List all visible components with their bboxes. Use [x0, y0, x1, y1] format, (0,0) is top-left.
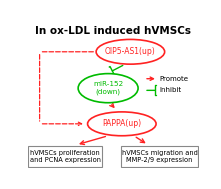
Ellipse shape	[78, 74, 138, 103]
Text: OIP5-AS1(up): OIP5-AS1(up)	[105, 47, 156, 56]
FancyBboxPatch shape	[29, 146, 102, 167]
Text: In ox-LDL induced hVMSCs: In ox-LDL induced hVMSCs	[35, 26, 191, 36]
Text: Promote: Promote	[160, 76, 189, 82]
FancyBboxPatch shape	[121, 146, 198, 167]
Ellipse shape	[96, 40, 165, 64]
Text: miR-152
(down): miR-152 (down)	[93, 81, 123, 95]
Text: hVMSCs migration and
MMP-2/9 expression: hVMSCs migration and MMP-2/9 expression	[122, 150, 197, 163]
Ellipse shape	[88, 112, 156, 136]
Text: hVMSCs proliferation
and PCNA expression: hVMSCs proliferation and PCNA expression	[30, 150, 101, 163]
Text: Inhibit: Inhibit	[160, 87, 182, 93]
Text: PAPPA(up): PAPPA(up)	[102, 119, 141, 128]
